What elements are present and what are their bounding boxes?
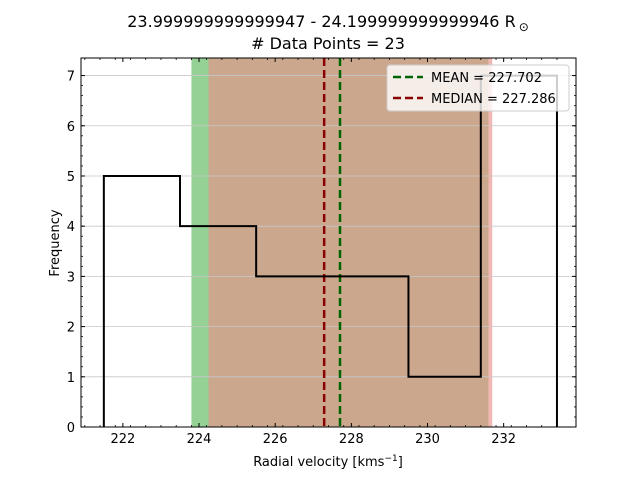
x-tick-label: 232 bbox=[491, 432, 516, 447]
plot-frame bbox=[80, 57, 577, 428]
y-tick-label: 7 bbox=[67, 70, 75, 85]
y-tick-label: 1 bbox=[67, 371, 75, 386]
band-1 bbox=[208, 58, 493, 427]
sun-symbol: ⊙ bbox=[519, 20, 529, 34]
y-tick-label: 3 bbox=[67, 270, 75, 285]
x-axis-label-exponent: −1 bbox=[384, 454, 397, 464]
y-tick-label: 2 bbox=[67, 321, 75, 336]
y-tick-label: 5 bbox=[67, 170, 75, 185]
mean-median-lines bbox=[322, 58, 342, 427]
y-tick-label: 4 bbox=[67, 220, 75, 235]
x-tick-label: 230 bbox=[415, 432, 440, 447]
y-axis-label: Frequency bbox=[48, 209, 63, 276]
chart-title-line2: # Data Points = 23 bbox=[251, 34, 405, 53]
legend-box bbox=[386, 64, 570, 112]
chart-title-line1: 23.999999999999947 - 24.199999999999946 … bbox=[127, 12, 529, 34]
x-tick-label: 222 bbox=[110, 432, 135, 447]
x-axis-label: Radial velocity [kms−1] bbox=[253, 454, 403, 470]
legend-median-label: MEDIAN = 227.286 bbox=[431, 92, 556, 107]
legend-mean-label: MEAN = 227.702 bbox=[431, 71, 542, 86]
x-tick-label: 224 bbox=[187, 432, 212, 447]
axis-ticks: 222 224 226 228 230 232 0 1 2 3 4 5 6 7 bbox=[67, 58, 576, 447]
confidence-bands bbox=[191, 58, 493, 427]
x-tick-label: 228 bbox=[339, 432, 364, 447]
legend: MEAN = 227.702 MEDIAN = 227.286 bbox=[386, 64, 570, 112]
y-tick-label: 6 bbox=[67, 120, 75, 135]
y-tick-label: 0 bbox=[67, 421, 75, 436]
x-tick-label: 226 bbox=[263, 432, 288, 447]
